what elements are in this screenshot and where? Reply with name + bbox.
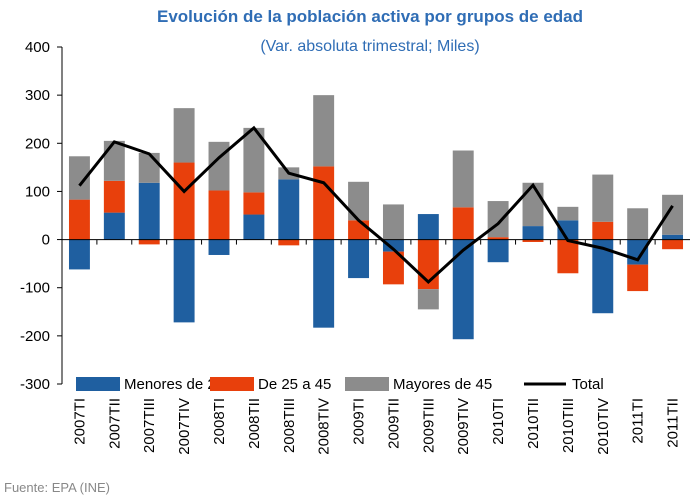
bar bbox=[452, 239, 474, 340]
bar bbox=[103, 180, 125, 213]
bar bbox=[627, 264, 649, 292]
bar bbox=[592, 221, 614, 240]
bar bbox=[313, 95, 335, 167]
chart-subtitle: (Var. absoluta trimestral; Miles) bbox=[260, 38, 479, 55]
bar bbox=[522, 182, 544, 227]
bar bbox=[382, 204, 404, 240]
bar bbox=[243, 127, 265, 193]
x-tick-label: 2010TIV bbox=[595, 398, 612, 455]
legend-label: Mayores de 45 bbox=[393, 376, 492, 393]
legend-swatch bbox=[210, 377, 254, 391]
bar bbox=[313, 239, 335, 328]
x-tick-label: 2007TIV bbox=[176, 398, 193, 455]
bar bbox=[103, 140, 125, 181]
x-tick-label: 2009TIII bbox=[420, 398, 437, 453]
bar bbox=[522, 239, 544, 242]
bar bbox=[68, 199, 90, 240]
y-tick-label: 200 bbox=[25, 135, 50, 152]
legend-label: Menores de 25 bbox=[124, 376, 224, 393]
y-tick-label: -200 bbox=[20, 328, 50, 345]
x-tick-label: 2008TIV bbox=[316, 398, 333, 455]
bar bbox=[592, 239, 614, 314]
bar bbox=[208, 190, 230, 240]
x-tick-label: 2009TIV bbox=[455, 398, 472, 455]
bar bbox=[348, 181, 370, 221]
legend-label: De 25 a 45 bbox=[258, 376, 331, 393]
bar bbox=[68, 239, 90, 270]
bar bbox=[557, 206, 579, 221]
bar bbox=[592, 174, 614, 222]
x-tick-label: 2010TII bbox=[525, 398, 542, 449]
bar bbox=[382, 251, 404, 285]
legend-swatch bbox=[345, 377, 389, 391]
bar bbox=[278, 179, 300, 240]
bar bbox=[662, 234, 684, 240]
bar bbox=[138, 239, 160, 245]
x-tick-label: 2009TII bbox=[385, 398, 402, 449]
x-tick-label: 2007TII bbox=[106, 398, 123, 449]
x-tick-label: 2010TI bbox=[490, 398, 507, 445]
bar bbox=[487, 201, 509, 238]
line bbox=[78, 125, 674, 284]
y-tick-label: 100 bbox=[25, 183, 50, 200]
bar bbox=[417, 289, 439, 310]
bar bbox=[173, 108, 195, 163]
bar bbox=[557, 239, 579, 274]
y-tick-label: 0 bbox=[42, 232, 50, 249]
bar bbox=[313, 166, 335, 240]
source: Fuente: EPA (INE) bbox=[4, 480, 110, 495]
x-tick-label: 2007TI bbox=[71, 398, 88, 445]
bar bbox=[487, 239, 509, 263]
bar bbox=[173, 239, 195, 323]
x-tick-label: 2008TIII bbox=[281, 398, 298, 453]
x-tick-label: 2007TIII bbox=[141, 398, 158, 453]
bar bbox=[173, 162, 195, 240]
y-tick-label: -300 bbox=[20, 376, 50, 393]
y-tick-label: 300 bbox=[25, 87, 50, 104]
bar bbox=[522, 226, 544, 240]
y-tick-label: 400 bbox=[25, 39, 50, 56]
bar bbox=[68, 156, 90, 200]
bar bbox=[278, 239, 300, 246]
bar bbox=[662, 239, 684, 250]
x-tick-label: 2010TIII bbox=[560, 398, 577, 453]
bar bbox=[103, 212, 125, 240]
legend-label: Total bbox=[572, 376, 604, 393]
bar bbox=[627, 208, 649, 240]
bar bbox=[382, 239, 404, 252]
bar bbox=[452, 207, 474, 240]
y-tick-label: -100 bbox=[20, 280, 50, 297]
bar bbox=[417, 214, 439, 240]
bar bbox=[452, 150, 474, 208]
bar bbox=[348, 239, 370, 279]
bar bbox=[138, 152, 160, 183]
x-tick-label: 2011TII bbox=[665, 398, 682, 448]
legend-swatch bbox=[76, 377, 120, 391]
chart-title: Evolución de la población activa por gru… bbox=[157, 7, 583, 26]
bar bbox=[243, 214, 265, 240]
x-tick-label: 2009TI bbox=[351, 398, 368, 445]
bar bbox=[662, 194, 684, 235]
bar bbox=[487, 237, 509, 240]
x-tick-label: 2008TI bbox=[211, 398, 228, 445]
x-tick-label: 2011TI bbox=[630, 398, 647, 444]
bar bbox=[243, 192, 265, 215]
bar bbox=[208, 239, 230, 255]
bar bbox=[348, 220, 370, 240]
x-tick-label: 2008TII bbox=[246, 398, 263, 449]
bar bbox=[138, 182, 160, 240]
